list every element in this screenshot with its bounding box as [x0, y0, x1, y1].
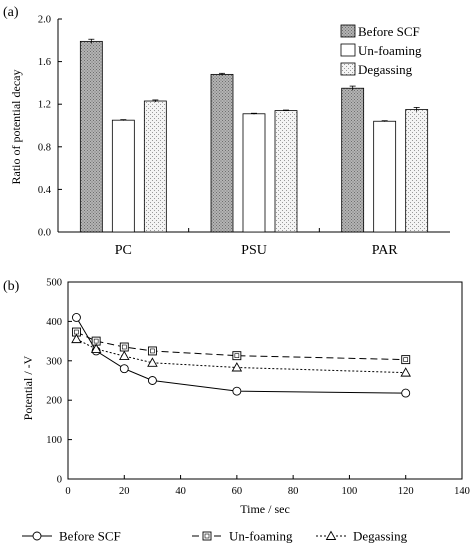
- panel-a-axes: 0.0 0.4 0.8 1.2 1.6 2.0 PC PSU PAR: [38, 15, 450, 258]
- panel-a-category-label: PSU: [241, 243, 267, 258]
- panel-b-data-point: [119, 342, 129, 352]
- panel-b-xtick-label: 140: [454, 486, 470, 497]
- panel-a-category-label: PAR: [372, 243, 399, 258]
- panel-a-ylabel: Ratio of potential decay: [9, 70, 23, 185]
- panel-b-legend-marker: [32, 531, 42, 541]
- panel-a-label: (a): [3, 5, 19, 20]
- panel-b-lines: [71, 313, 411, 398]
- panel-b-data-point: [232, 386, 242, 396]
- panel-b-ytick-label: 100: [46, 435, 62, 446]
- panel-b-data-point-inner: [93, 338, 99, 344]
- panel-b-axes: 0 100 200 300 400 500 0 20 40 60 80 100 120 140: [46, 278, 470, 498]
- panel-b-ylabel: Potential / -V: [21, 355, 35, 420]
- panel-a-legend-swatch: [340, 24, 356, 38]
- panel-a-bar: [274, 110, 298, 233]
- panel-b-ytick-label: 400: [46, 317, 62, 328]
- panel-b-data-point-outer: [401, 355, 411, 365]
- panel-a-ytick-label: 0.8: [38, 142, 51, 153]
- panel-b-plot-frame: [67, 281, 463, 480]
- panel-a-bar: [373, 120, 397, 233]
- panel-b-data-point: [71, 313, 81, 322]
- panel-b-xtick-label: 80: [288, 486, 299, 497]
- panel-b-xtick-label: 20: [119, 486, 130, 497]
- panel-a-bars: [79, 38, 429, 233]
- panel-b-label: (b): [3, 279, 20, 294]
- panel-a-legend-label: Before SCF: [358, 24, 420, 39]
- panel-a-category-label: PC: [115, 243, 132, 258]
- panel-b-data-point: [119, 350, 130, 361]
- panel-b-data-point: [232, 351, 242, 361]
- panel-b-legend-marker-outer: [202, 531, 212, 541]
- panel-b-legend-label: Degassing: [353, 529, 408, 544]
- panel-b-xlabel: Time / sec: [240, 502, 290, 516]
- panel-a-legend: Before SCF Un-foaming Degassing: [340, 24, 422, 77]
- panel-a-bar: [242, 113, 266, 233]
- panel-b-xtick-label: 100: [342, 486, 358, 497]
- panel-b-legend: Before SCF Un-foaming Degassing: [22, 529, 408, 544]
- panel-b-legend-label: Before SCF: [59, 529, 121, 544]
- panel-b-data-point-outer: [119, 342, 129, 352]
- panel-b-data-point: [90, 343, 102, 353]
- panel-b-ytick-label: 500: [46, 278, 62, 289]
- panel-b-legend-marker-inner: [204, 533, 210, 539]
- panel-b-data-point: [401, 388, 411, 398]
- panel-b-legend-marker: [202, 531, 212, 541]
- panel-b-xtick-label: 0: [65, 486, 70, 497]
- panel-a-legend-label: Degassing: [358, 62, 413, 77]
- panel-a-ytick-label: 0.0: [38, 228, 51, 239]
- panel-b-data-point-inner: [403, 357, 409, 362]
- panel-b-legend-marker: [325, 530, 337, 540]
- panel-b-data-point: [147, 376, 157, 385]
- panel-b-data-point: [147, 357, 158, 367]
- panel-a-bar: [111, 119, 135, 233]
- panel-b-ytick-label: 200: [46, 396, 62, 407]
- panel-a-legend-swatch: [340, 62, 356, 76]
- panel-a-ytick-label: 2.0: [38, 15, 51, 26]
- panel-a-ytick-label: 1.6: [38, 57, 51, 68]
- panel-b-data-point: [231, 362, 243, 372]
- panel-a-ytick-label: 1.2: [38, 100, 51, 111]
- panel-b-xtick-label: 60: [232, 486, 243, 497]
- panel-b-data-point: [401, 355, 411, 365]
- panel-a-bar: [405, 109, 429, 233]
- panel-b-data-point: [400, 367, 411, 377]
- panel-b-ytick-label: 300: [46, 356, 62, 367]
- panel-b-data-point-outer: [147, 346, 157, 356]
- panel-a-bar: [79, 40, 103, 233]
- panel-a-bar: [341, 87, 365, 233]
- panel-a-ytick-label: 0.4: [38, 185, 52, 196]
- panel-b-xtick-label: 120: [398, 486, 414, 497]
- panel-a-legend-label: Un-foaming: [358, 43, 422, 58]
- panel-b-data-point: [71, 333, 82, 344]
- panel-b-data-point: [147, 346, 157, 356]
- panel-b-ytick-label: 0: [57, 475, 62, 486]
- panel-b-legend-label: Un-foaming: [229, 529, 293, 544]
- panel-b-series-line: [76, 338, 406, 374]
- panel-a-bar: [210, 73, 234, 233]
- panel-b-data-point-inner: [121, 344, 127, 350]
- panel-b-xtick-label: 40: [175, 486, 186, 497]
- panel-b-data-point-inner: [150, 348, 155, 354]
- panel-b-data-point-outer: [232, 351, 242, 361]
- panel-b-data-point: [119, 364, 129, 374]
- panel-a-bar: [143, 100, 167, 233]
- panel-a-legend-swatch: [340, 43, 356, 57]
- panel-b-data-point-inner: [234, 353, 240, 358]
- panel-b-series-line: [76, 331, 406, 361]
